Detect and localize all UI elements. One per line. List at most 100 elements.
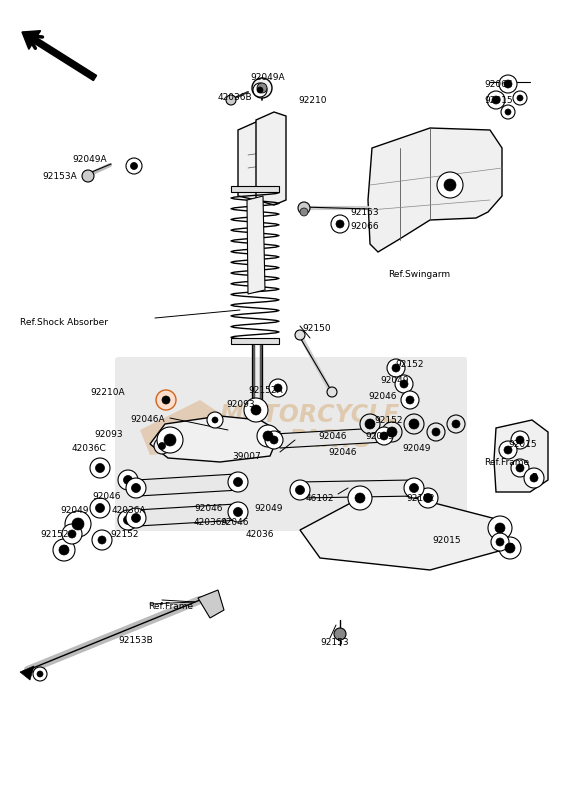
Polygon shape <box>150 416 280 462</box>
Circle shape <box>452 420 460 428</box>
Circle shape <box>447 415 465 433</box>
Text: 92046: 92046 <box>328 448 356 457</box>
Text: 92066: 92066 <box>484 80 513 89</box>
Text: 92046: 92046 <box>194 504 223 513</box>
Circle shape <box>516 436 524 444</box>
Circle shape <box>158 442 165 450</box>
Circle shape <box>496 538 504 546</box>
Bar <box>231 186 279 192</box>
Text: 92049: 92049 <box>380 376 408 385</box>
Polygon shape <box>238 122 274 200</box>
Circle shape <box>432 428 440 436</box>
Circle shape <box>380 432 388 440</box>
Circle shape <box>355 493 365 503</box>
Circle shape <box>427 423 445 441</box>
Circle shape <box>157 427 183 453</box>
Circle shape <box>257 87 263 93</box>
Circle shape <box>296 486 304 494</box>
Text: 42036B: 42036B <box>218 93 253 102</box>
Circle shape <box>257 83 267 93</box>
Polygon shape <box>298 480 416 498</box>
Circle shape <box>244 398 268 422</box>
Circle shape <box>375 427 393 445</box>
Circle shape <box>331 215 349 233</box>
Circle shape <box>234 507 242 517</box>
Circle shape <box>495 523 505 533</box>
Circle shape <box>334 628 346 640</box>
Circle shape <box>126 508 146 528</box>
Circle shape <box>382 422 402 442</box>
Circle shape <box>499 441 517 459</box>
Circle shape <box>505 109 511 115</box>
Circle shape <box>90 458 110 478</box>
Circle shape <box>59 545 69 555</box>
Circle shape <box>517 95 523 101</box>
Text: 92049: 92049 <box>365 432 394 441</box>
Text: 46102: 46102 <box>306 494 335 503</box>
Text: 92046: 92046 <box>220 518 249 527</box>
Circle shape <box>118 510 138 530</box>
Text: 92153: 92153 <box>320 638 349 647</box>
Circle shape <box>504 80 512 88</box>
Circle shape <box>530 474 538 482</box>
Circle shape <box>437 172 463 198</box>
Polygon shape <box>247 196 265 294</box>
Circle shape <box>37 671 43 677</box>
Polygon shape <box>256 112 286 205</box>
Circle shape <box>269 379 287 397</box>
Polygon shape <box>20 666 34 680</box>
Text: 92150: 92150 <box>302 324 331 333</box>
Circle shape <box>212 417 218 423</box>
Text: 92152: 92152 <box>395 360 423 369</box>
Circle shape <box>251 405 261 415</box>
Circle shape <box>423 494 433 502</box>
Text: 92049: 92049 <box>254 504 283 513</box>
Text: MOTORCYCLE: MOTORCYCLE <box>220 403 400 427</box>
Circle shape <box>126 478 146 498</box>
Text: 42036: 42036 <box>246 530 274 539</box>
Circle shape <box>253 83 267 97</box>
Text: Ref.Shock Absorber: Ref.Shock Absorber <box>20 318 108 327</box>
Polygon shape <box>198 590 224 618</box>
Text: 92152: 92152 <box>406 494 434 503</box>
Text: 92210: 92210 <box>298 96 326 105</box>
Circle shape <box>409 483 419 493</box>
Circle shape <box>154 438 170 454</box>
Bar <box>231 338 279 344</box>
Text: 92046: 92046 <box>368 392 397 401</box>
Circle shape <box>98 536 106 544</box>
Circle shape <box>263 431 273 441</box>
Circle shape <box>228 502 248 522</box>
Circle shape <box>274 384 282 392</box>
Circle shape <box>360 414 380 434</box>
Circle shape <box>118 470 138 490</box>
Text: A: A <box>447 181 453 190</box>
Polygon shape <box>136 474 240 496</box>
Text: 92093: 92093 <box>94 430 123 439</box>
Circle shape <box>348 486 372 510</box>
Circle shape <box>404 414 424 434</box>
FancyBboxPatch shape <box>115 357 467 531</box>
Circle shape <box>72 518 84 530</box>
Text: 92015: 92015 <box>508 440 537 449</box>
Circle shape <box>300 208 308 216</box>
Circle shape <box>131 514 141 522</box>
Circle shape <box>65 511 91 537</box>
Circle shape <box>418 488 438 508</box>
Text: Ref.Frame: Ref.Frame <box>148 602 193 611</box>
Text: PARTS: PARTS <box>288 428 372 452</box>
Circle shape <box>524 468 544 488</box>
Circle shape <box>53 539 75 561</box>
Circle shape <box>401 391 419 409</box>
Text: 92152A: 92152A <box>248 386 283 395</box>
Circle shape <box>234 478 242 486</box>
Circle shape <box>492 96 500 104</box>
Circle shape <box>513 91 527 105</box>
Circle shape <box>511 459 529 477</box>
Circle shape <box>131 483 141 493</box>
Circle shape <box>491 533 509 551</box>
Text: 92066: 92066 <box>350 222 378 231</box>
Circle shape <box>252 78 272 98</box>
Text: 92015: 92015 <box>484 96 513 105</box>
Text: B: B <box>531 474 537 482</box>
